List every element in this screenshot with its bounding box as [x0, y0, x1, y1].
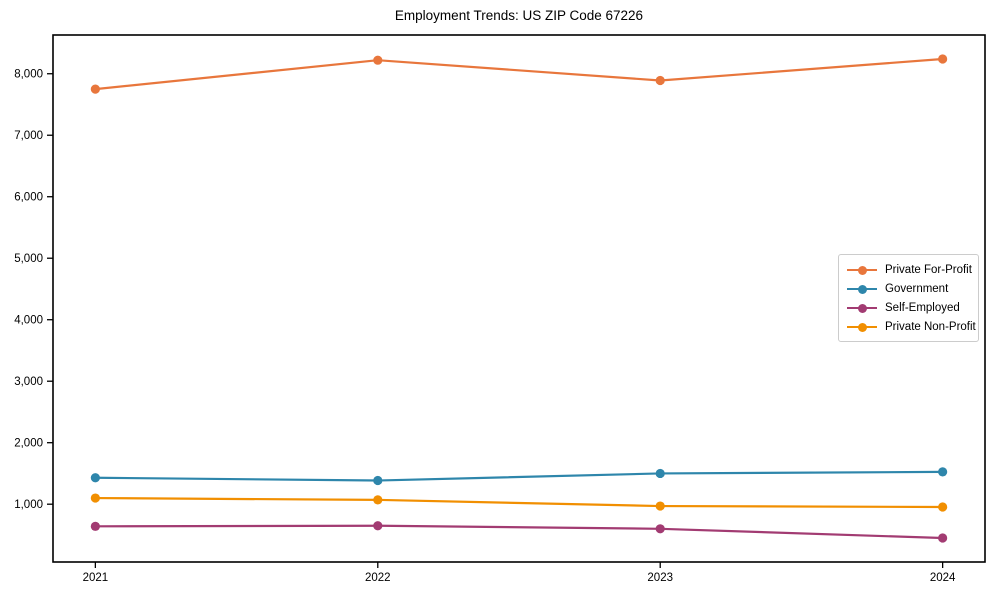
y-tick-label: 7,000: [14, 130, 43, 142]
data-point-marker: [938, 54, 948, 64]
series-private-for-profit: [90, 54, 948, 94]
series-line: [94, 57, 944, 91]
line-marker-icon: [847, 283, 877, 295]
y-tick-label: 3,000: [14, 376, 43, 388]
data-point-marker: [938, 533, 948, 543]
data-point-marker: [90, 473, 100, 483]
y-tick-label: 1,000: [14, 499, 43, 511]
data-point-marker: [373, 475, 383, 486]
x-tick-label: 2021: [83, 572, 109, 584]
data-point-marker: [373, 495, 383, 505]
line-marker-icon: [847, 302, 877, 314]
legend-item-private-non-profit: Private Non-Profit: [847, 317, 976, 336]
y-axis: 1,000 2,000 3,000 4,000 5,000 6,000 7,000 8,000: [14, 69, 53, 511]
data-point-marker: [938, 467, 948, 477]
data-point-marker: [90, 521, 100, 531]
series-line: [94, 470, 944, 482]
data-point-marker: [373, 521, 383, 531]
data-point-marker: [655, 75, 665, 86]
series-line: [94, 496, 944, 509]
x-axis: 2021 2022 2023 2024: [83, 562, 956, 584]
x-tick-label: 2023: [647, 572, 673, 584]
series-private-non-profit: [90, 493, 948, 512]
legend-label: Self-Employed: [885, 301, 960, 314]
data-point-marker: [938, 502, 948, 512]
data-point-marker: [655, 524, 665, 534]
legend-label: Private For-Profit: [885, 263, 972, 276]
series-line: [94, 524, 944, 540]
legend-label: Government: [885, 282, 949, 295]
legend-item-government: Government: [847, 279, 970, 298]
legend: Private For-Profit Government Self-Emplo…: [838, 254, 979, 342]
x-tick-label: 2024: [930, 572, 956, 584]
data-point-marker: [655, 468, 665, 479]
y-tick-label: 2,000: [14, 438, 43, 450]
legend-item-self-employed: Self-Employed: [847, 298, 970, 317]
y-tick-label: 8,000: [14, 69, 43, 81]
y-tick-label: 6,000: [14, 192, 43, 204]
axes-spines: [52, 34, 986, 563]
legend-label: Private Non-Profit: [885, 320, 976, 333]
legend-item-private-for-profit: Private For-Profit: [847, 260, 972, 279]
y-tick-label: 5,000: [14, 253, 43, 265]
y-tick-label: 4,000: [14, 315, 43, 327]
line-marker-icon: [847, 321, 877, 333]
chart-title: Employment Trends: US ZIP Code 67226: [394, 8, 644, 23]
series-self-employed: [90, 521, 948, 543]
line-marker-icon: [847, 264, 877, 276]
series-government: [90, 467, 948, 486]
data-point-marker: [90, 84, 100, 94]
data-point-marker: [373, 55, 383, 65]
data-point-marker: [90, 493, 100, 503]
data-point-marker: [655, 501, 665, 511]
x-tick-label: 2022: [365, 572, 391, 584]
